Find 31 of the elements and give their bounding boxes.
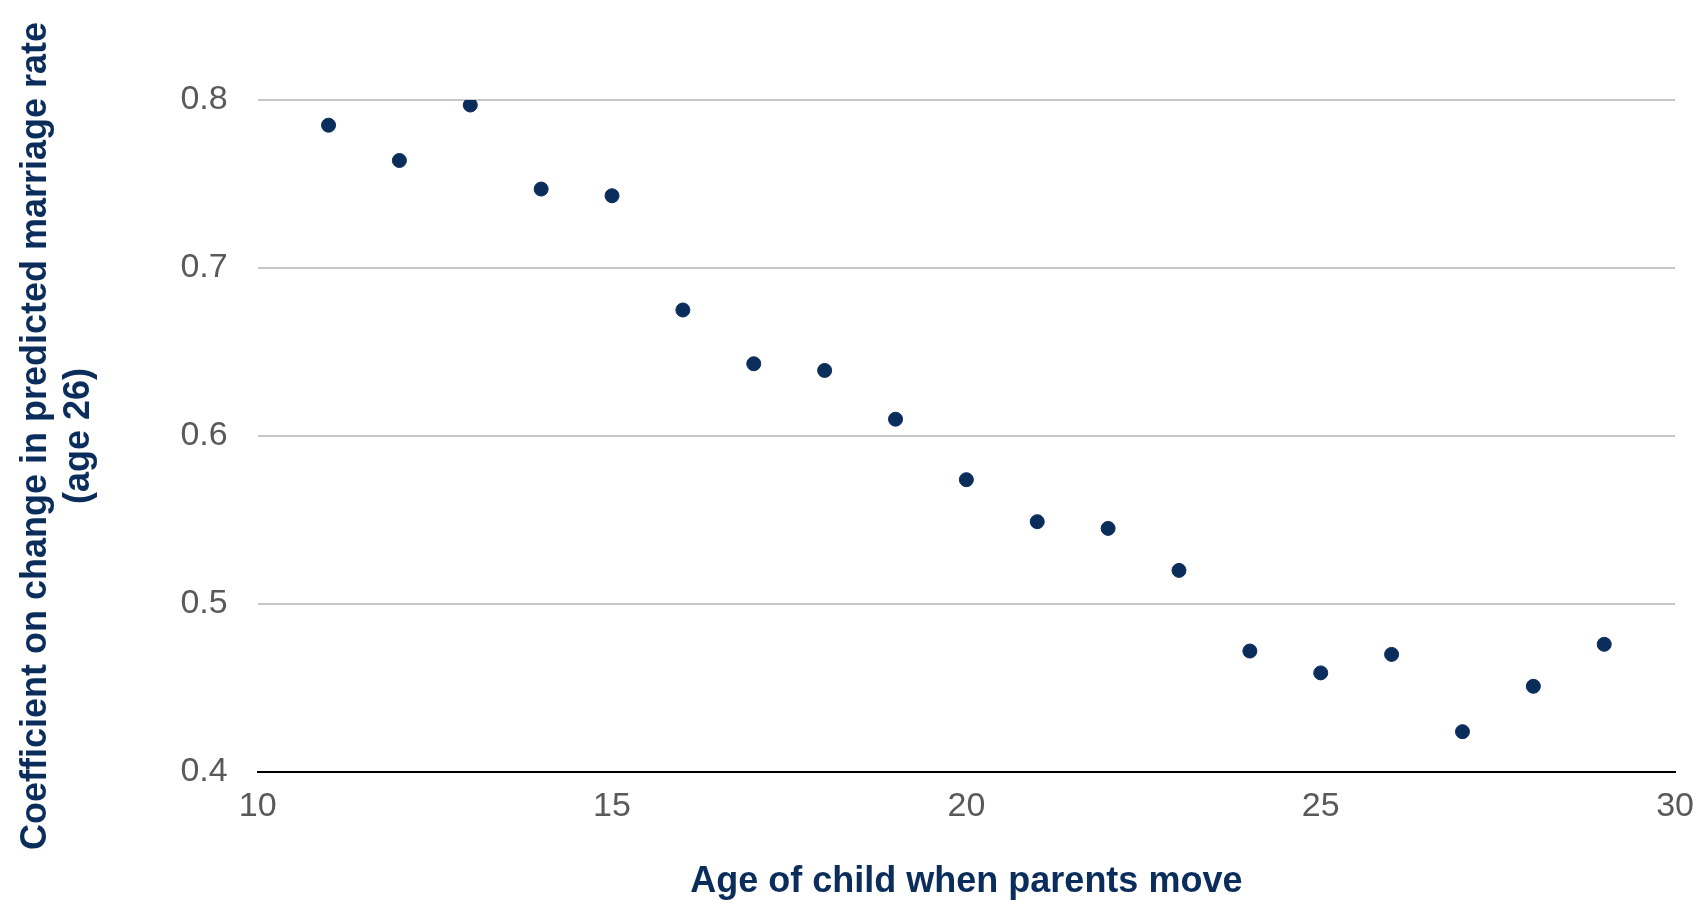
x-tick-label: 10 [238, 784, 277, 823]
y-tick-label: 0.4 [180, 750, 228, 789]
x-tick-label: 30 [1656, 784, 1694, 823]
point [462, 100, 478, 113]
point [958, 472, 974, 488]
y-tick-label: 0.8 [180, 78, 228, 117]
x-axis-title: Age of child when parents move [690, 859, 1243, 901]
point [675, 302, 691, 318]
point [1171, 562, 1187, 578]
point [1596, 636, 1612, 652]
point [1029, 514, 1045, 530]
point [746, 356, 762, 372]
x-tick-label: 25 [1301, 784, 1340, 823]
point [1100, 520, 1116, 536]
point [1313, 665, 1329, 681]
point [321, 117, 337, 133]
point [391, 152, 407, 168]
x-tick-label: 20 [947, 784, 986, 823]
point [1384, 646, 1400, 662]
point [533, 181, 549, 197]
y-axis-title: Coefficient on change in predicted marriage rate (age 26) [12, 21, 97, 851]
point [817, 362, 833, 378]
x-tick-label: 15 [593, 784, 631, 823]
point [604, 188, 620, 204]
point [1525, 678, 1541, 694]
y-tick-label: 0.7 [180, 246, 228, 285]
point [1242, 643, 1258, 659]
y-tick-label: 0.5 [180, 582, 228, 621]
point [1454, 724, 1470, 740]
point [888, 411, 904, 427]
y-tick-label: 0.6 [180, 414, 228, 453]
